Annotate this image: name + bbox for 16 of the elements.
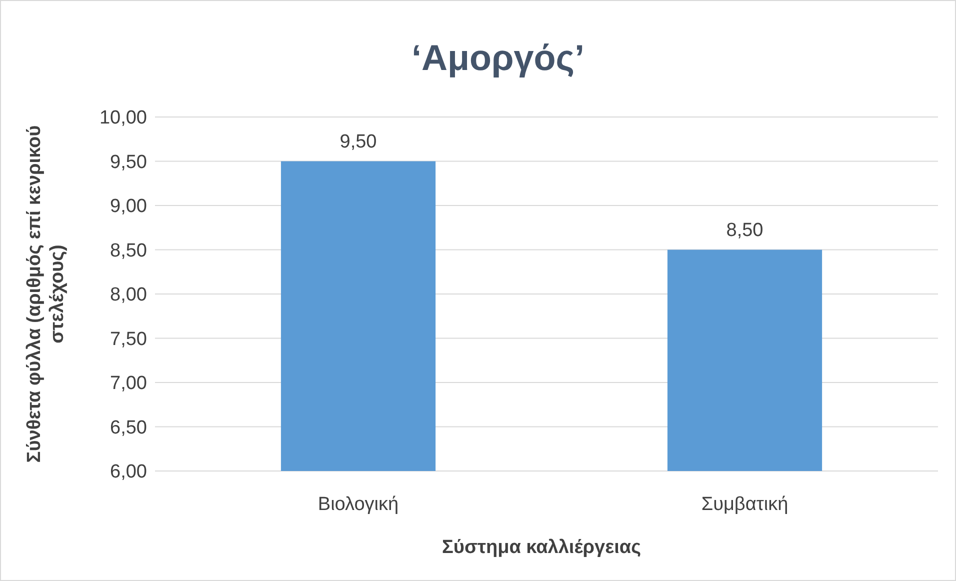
chart-title: ‘Αμοργός’: [411, 37, 585, 78]
data-label: 8,50: [726, 220, 764, 241]
y-tick-label: 7,00: [110, 373, 147, 394]
y-tick-label: 8,00: [110, 284, 147, 306]
x-tick-label: Συμβατική: [701, 494, 788, 515]
y-tick-label: 6,00: [110, 462, 147, 483]
y-tick-label: 8,50: [110, 240, 147, 262]
y-tick-label: 9,50: [110, 152, 147, 173]
y-tick-label: 10,00: [99, 108, 147, 129]
y-tick-label: 9,00: [110, 196, 147, 218]
y-tick-label: 7,50: [110, 328, 147, 350]
y-axis-title: Σύνθετα φύλλα (αριθμός επί κενρικού στελέχους): [24, 125, 68, 463]
x-axis-title: Σύστημα καλλιέργειας: [442, 537, 642, 558]
y-tick-label: 6,50: [110, 417, 147, 438]
x-tick-label: Βιολογική: [318, 494, 399, 515]
data-label: 9,50: [340, 131, 377, 152]
